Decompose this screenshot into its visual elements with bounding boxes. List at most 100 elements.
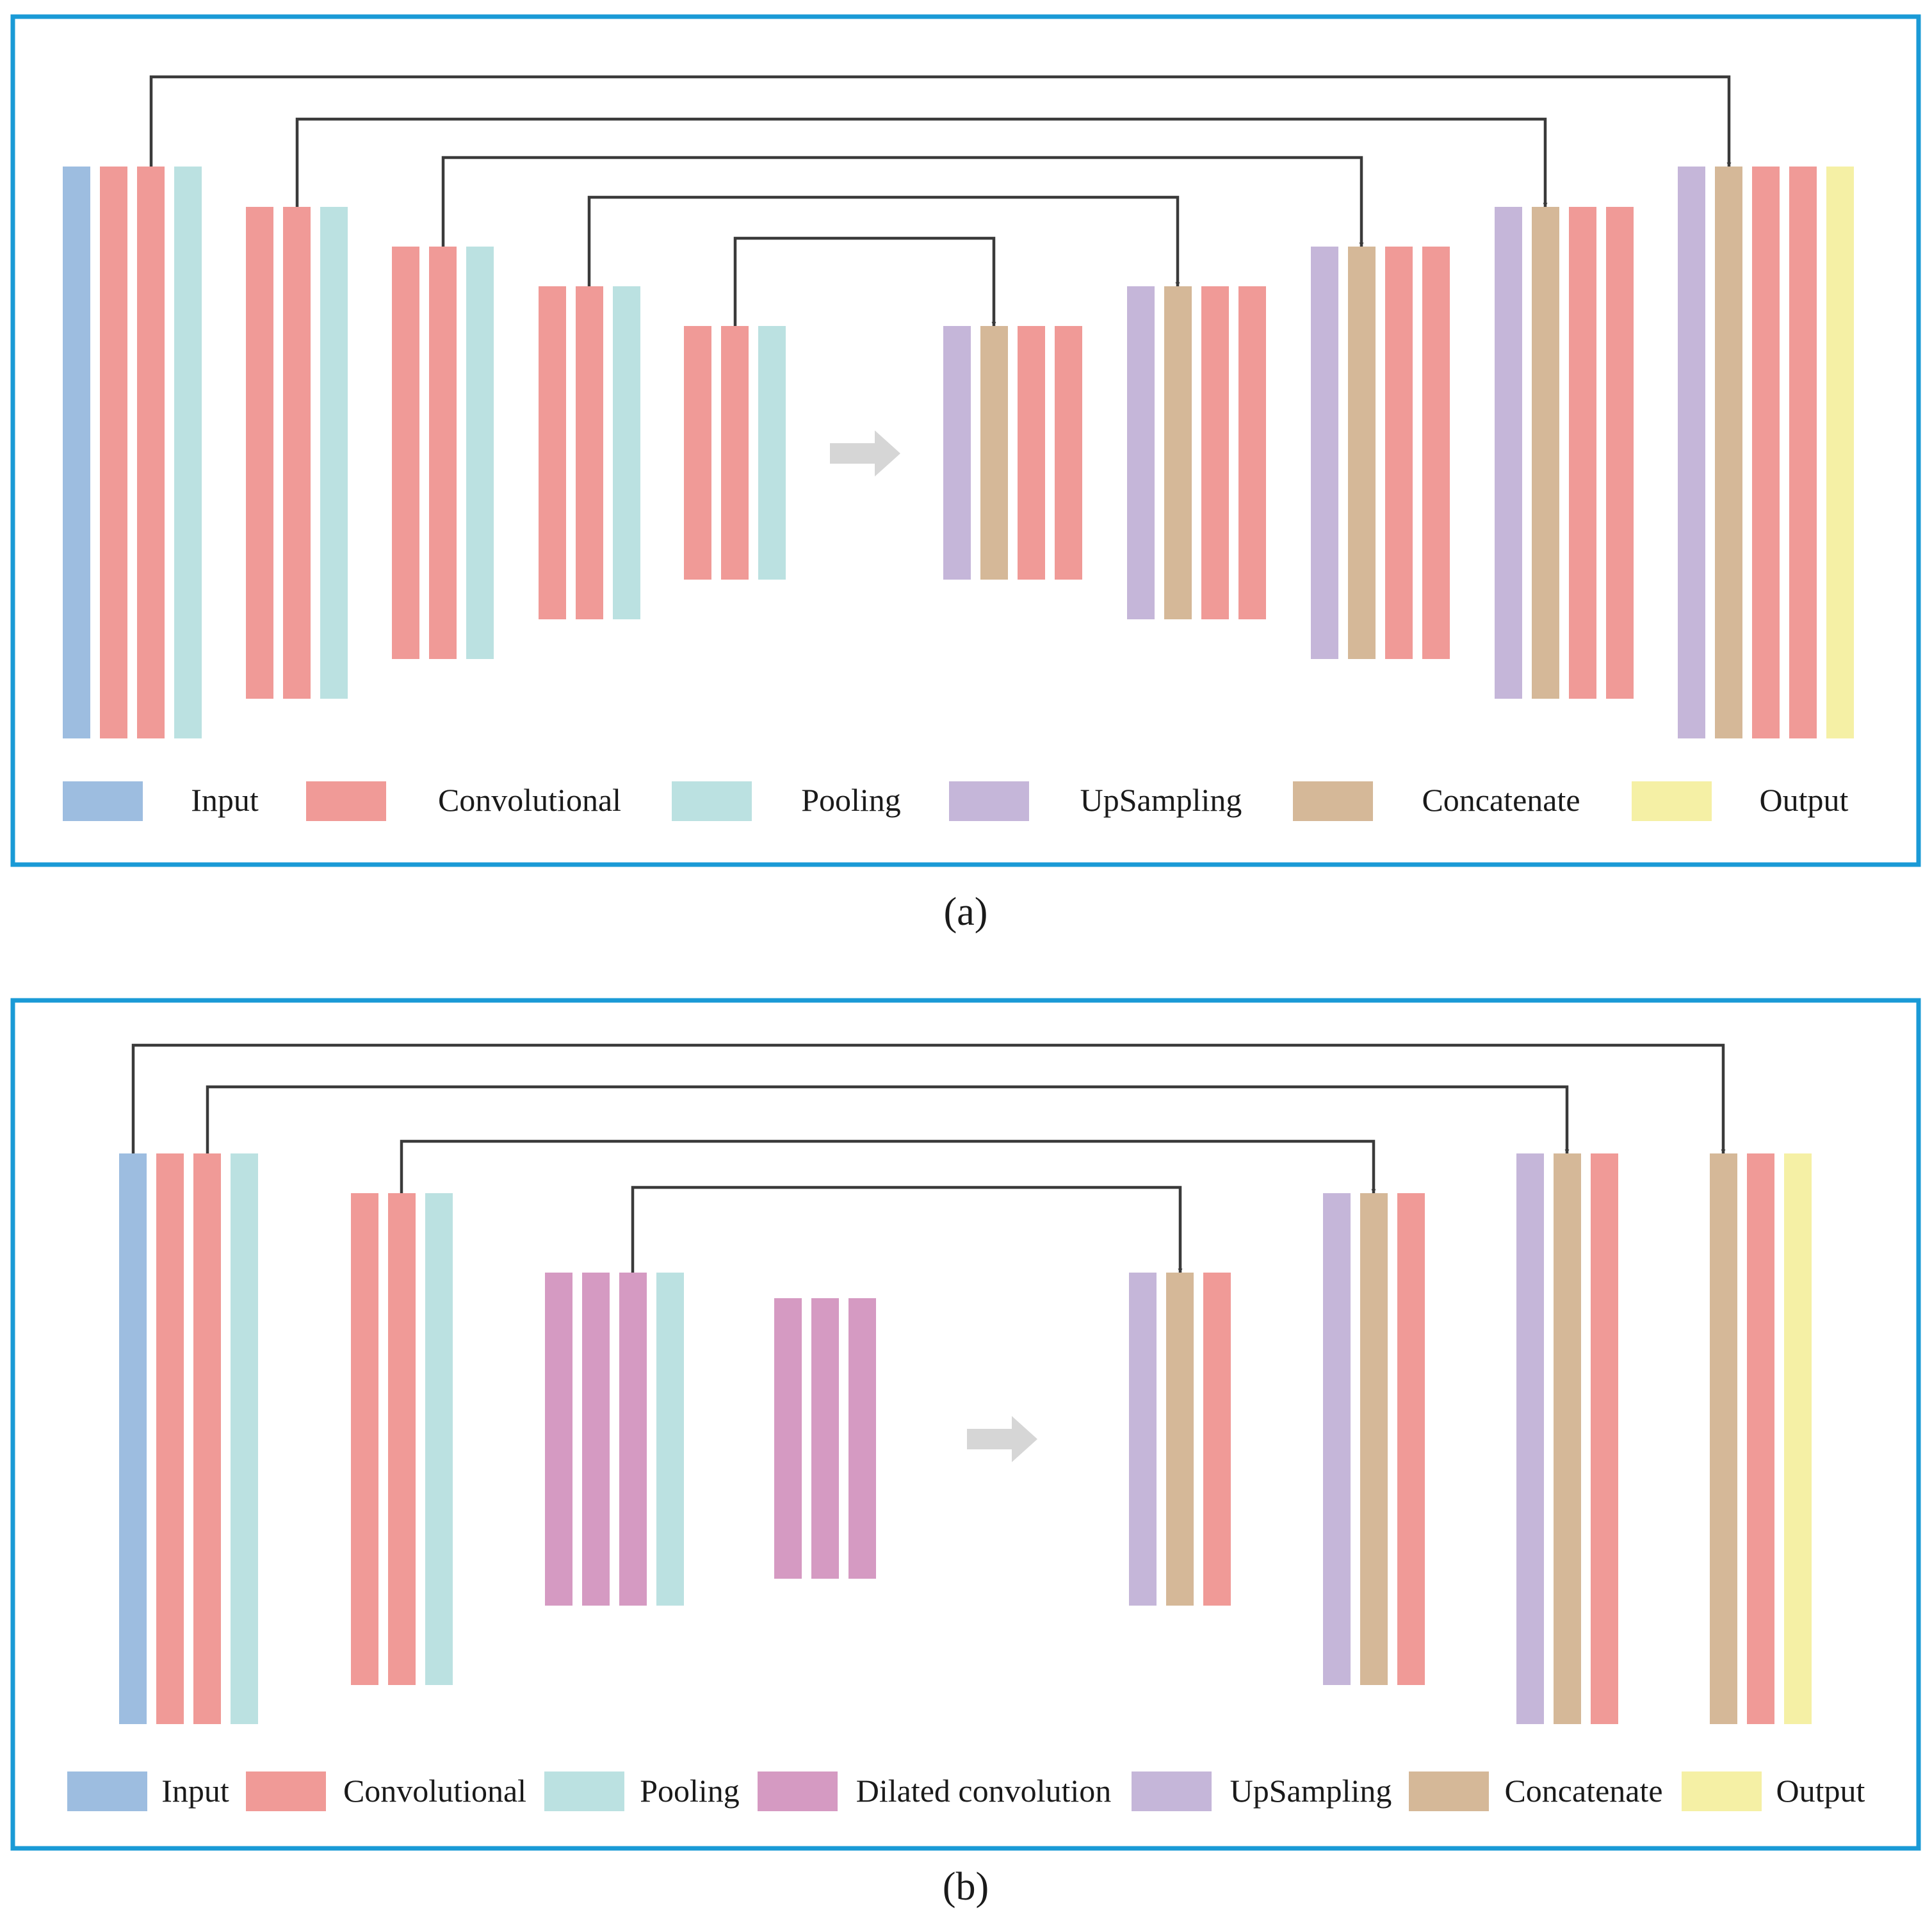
a-conv-layer [1789,167,1817,738]
a-conv-layer [392,247,419,659]
a-skip-connection-arrow [587,195,1180,287]
a-concat-layer [1532,207,1559,699]
panel-a-layers [63,167,1854,738]
b-conv-layer [156,1153,184,1724]
panel-b-frame [10,998,1921,1851]
a-up-layer [1495,207,1522,699]
b-dilated-layer [582,1273,610,1606]
a-legend-label-output: Output [1760,782,1849,818]
a-skip-connection-arrow [149,75,1732,167]
a-output-layer [1826,167,1854,738]
a-conv-layer [100,167,127,738]
panel-b-legend: Input Convolutional Pooling Dilated convolu… [67,1771,1865,1811]
b-legend-label-pool: Pooling [640,1773,740,1809]
b-dilated-layer [619,1273,647,1606]
a-pool-layer [758,326,786,580]
b-dilated-layer [774,1298,802,1579]
a-concat-layer [980,326,1008,580]
a-conv-layer [539,286,566,619]
a-skip-connection-arrow [733,236,996,327]
a-conv-layer [1606,207,1634,699]
b-conv-layer [1747,1153,1774,1724]
b-skip-connection-arrow [206,1085,1570,1154]
a-concat-layer [1164,286,1192,619]
a-conv-layer [1201,286,1229,619]
b-legend-label-concat: Concatenate [1504,1773,1662,1809]
panel-a-caption: (a) [944,890,988,934]
a-legend-label-up: UpSampling [1080,782,1242,818]
b-legend-label-conv: Convolutional [343,1773,526,1809]
b-skip-connection-arrow [631,1185,1183,1273]
b-legend-label-output: Output [1776,1773,1865,1809]
b-legend-label-dilated: Dilated convolution [856,1773,1112,1809]
a-legend-label-conv: Convolutional [438,782,621,818]
b-up-layer [1323,1193,1351,1685]
b-conv-layer [1397,1193,1425,1685]
panel-b-layers [119,1153,1812,1724]
b-output-layer [1784,1153,1812,1724]
a-conv-layer [283,207,311,699]
a-up-layer [1127,286,1155,619]
a-skip-connection-arrow [295,117,1548,208]
a-legend-label-pool: Pooling [801,782,901,818]
b-conv-layer [351,1193,378,1685]
b-legend-swatch-up [1132,1771,1212,1811]
a-up-layer [1311,247,1338,659]
b-conv-layer [1591,1153,1618,1724]
b-skip-connection-arrow [400,1139,1376,1194]
a-legend-swatch-up [949,781,1029,821]
b-up-layer [1516,1153,1544,1724]
b-concat-layer [1710,1153,1737,1724]
a-skip-connection-arrow [441,156,1364,247]
a-conv-layer [576,286,603,619]
panel-a-frame [10,14,1921,867]
a-concat-layer [1715,167,1742,738]
b-dilated-layer [545,1273,572,1606]
a-legend-label-input: Input [191,782,259,818]
panel-b-flow-arrow [967,1416,1037,1462]
a-input-layer [63,167,90,738]
panel-a-skip-connections [149,75,1732,327]
a-conv-layer [1385,247,1413,659]
b-concat-layer [1166,1273,1194,1606]
a-pool-layer [174,167,202,738]
a-conv-layer [246,207,273,699]
b-up-layer [1129,1273,1157,1606]
a-legend-swatch-pool [672,781,752,821]
a-legend-label-concat: Concatenate [1422,782,1580,818]
a-conv-layer [1238,286,1266,619]
b-conv-layer [193,1153,221,1724]
a-pool-layer [466,247,494,659]
b-legend-label-up: UpSampling [1230,1773,1392,1809]
a-conv-layer [1569,207,1596,699]
a-conv-layer [137,167,165,738]
panel-a: Input Convolutional Pooling UpSampling Conca… [10,14,1921,934]
b-legend-swatch-dilated [758,1771,838,1811]
b-conv-layer [388,1193,416,1685]
a-legend-swatch-conv [306,781,386,821]
a-concat-layer [1348,247,1376,659]
a-conv-layer [721,326,749,580]
a-conv-layer [684,326,711,580]
a-conv-layer [429,247,457,659]
b-legend-swatch-concat [1409,1771,1489,1811]
a-up-layer [943,326,971,580]
b-dilated-layer [811,1298,839,1579]
b-legend-swatch-conv [246,1771,326,1811]
b-legend-label-input: Input [161,1773,229,1809]
b-concat-layer [1360,1193,1388,1685]
b-legend-swatch-input [67,1771,147,1811]
panel-b-skip-connections [131,1043,1726,1273]
b-pool-layer [656,1273,684,1606]
a-legend-swatch-output [1632,781,1712,821]
b-conv-layer [1203,1273,1231,1606]
a-pool-layer [613,286,640,619]
b-pool-layer [425,1193,453,1685]
b-legend-swatch-pool [544,1771,624,1811]
b-legend-swatch-output [1682,1771,1762,1811]
b-skip-connection-arrow [131,1043,1726,1154]
a-up-layer [1678,167,1705,738]
a-legend-swatch-concat [1293,781,1373,821]
panel-b-caption: (b) [943,1865,989,1909]
